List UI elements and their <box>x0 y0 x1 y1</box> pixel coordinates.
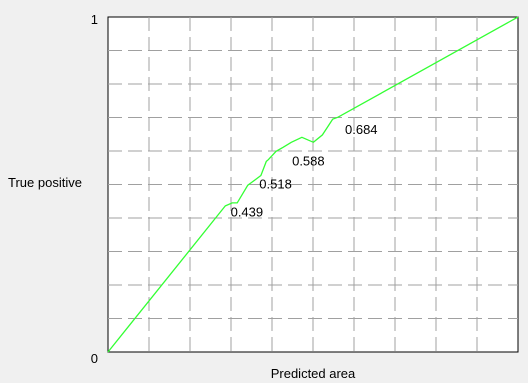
data-label: 0.588 <box>292 153 325 168</box>
y-tick-label-bottom: 0 <box>91 351 98 366</box>
data-label: 0.518 <box>259 177 292 192</box>
grid-lines <box>108 17 518 352</box>
y-axis-label: True positive <box>8 175 82 190</box>
data-label: 0.684 <box>345 122 378 137</box>
roc-curve-line <box>107 16 519 353</box>
y-tick-label-top: 1 <box>91 12 98 27</box>
data-label: 0.439 <box>231 204 264 219</box>
x-axis-label: Predicted area <box>271 366 356 381</box>
